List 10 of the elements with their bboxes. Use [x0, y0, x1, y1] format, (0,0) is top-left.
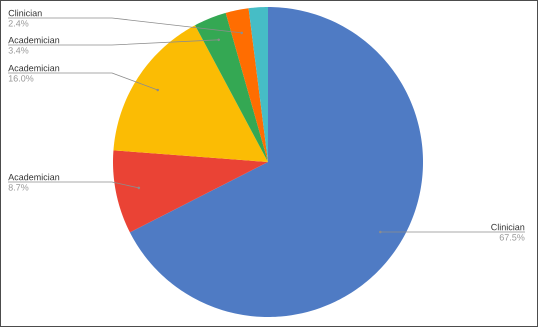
slice-label: Academician: [8, 64, 60, 72]
slice-label: Academician: [8, 174, 60, 180]
data-label: 8.7%: [8, 184, 28, 191]
slice-label: Clinician: [491, 224, 524, 230]
slice-label: Clinician: [8, 10, 42, 16]
slice-label: Academician: [8, 36, 60, 44]
data-label: 3.4%: [8, 47, 28, 54]
data-label: 16.0%: [8, 75, 34, 82]
data-label: 2.4%: [8, 20, 28, 27]
data-label: 67.5%: [500, 234, 524, 241]
